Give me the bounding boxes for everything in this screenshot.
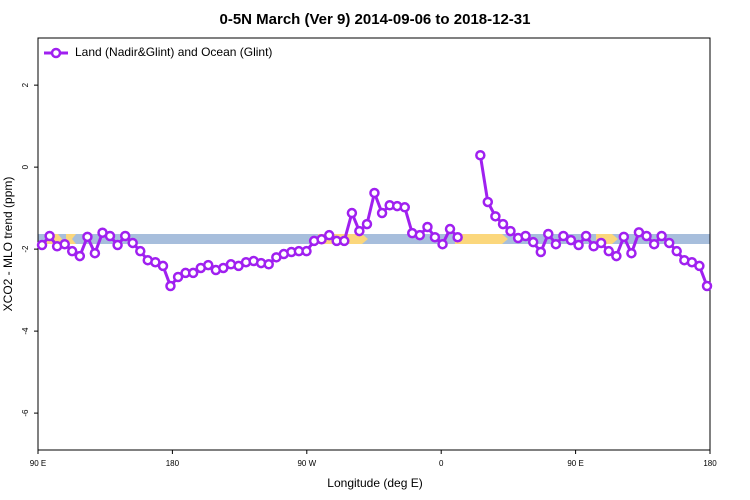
data-point (527, 236, 539, 248)
data-point (202, 259, 214, 271)
data-point (543, 228, 554, 240)
data-point (339, 235, 350, 247)
data-point (595, 237, 607, 249)
data-point (535, 246, 547, 258)
data-point (376, 207, 388, 219)
data-point (565, 234, 577, 246)
data-point (663, 237, 675, 249)
y-tick-label: 0 (21, 164, 30, 169)
data-point (497, 218, 509, 230)
data-point (369, 187, 380, 199)
data-point (580, 230, 592, 242)
y-tick-label: -6 (21, 409, 30, 417)
data-point (422, 221, 433, 233)
data-point (399, 202, 411, 213)
data-point (59, 238, 70, 250)
land-band (455, 234, 508, 244)
chart-title: 0-5N March (Ver 9) 2014-09-06 to 2018-12… (219, 11, 530, 28)
data-point (626, 247, 637, 259)
data-point (301, 245, 312, 257)
data-point (316, 234, 327, 245)
data-point (648, 238, 660, 250)
data-point (346, 207, 358, 219)
ocean-band (38, 234, 710, 244)
data-point (550, 238, 562, 250)
data-point (323, 229, 335, 241)
data-point (354, 225, 365, 237)
data-point (611, 250, 622, 262)
legend-label: Land (Nadir&Glint) and Ocean (Glint) (75, 45, 272, 59)
data-point (671, 245, 682, 257)
series-line (40, 155, 709, 289)
land-ocean-band (38, 234, 710, 244)
data-point (172, 271, 184, 283)
data-point (112, 239, 123, 251)
data-point (74, 250, 86, 262)
x-tick-label: 0 (439, 459, 444, 468)
y-tick-label: -4 (21, 327, 30, 335)
data-point (36, 239, 48, 251)
x-tick-label: 90 E (30, 459, 46, 468)
data-point (157, 260, 169, 272)
data-point (44, 230, 55, 242)
data-point (263, 259, 274, 270)
x-axis-label: Longitude (deg E) (327, 476, 422, 490)
data-point (437, 238, 448, 250)
data-point (414, 229, 426, 241)
y-tick-label: 2 (21, 82, 30, 87)
y-axis-label: XCO2 - MLO trend (ppm) (1, 177, 15, 312)
data-point (618, 231, 630, 243)
data-point (165, 280, 176, 292)
data-point (82, 231, 93, 243)
data-point (701, 280, 713, 292)
data-point (66, 245, 78, 257)
data-point (104, 230, 116, 242)
y-tick-label: -2 (21, 245, 30, 253)
data-point (429, 231, 441, 243)
data-point (505, 225, 516, 237)
data-point (135, 245, 146, 257)
data-point (444, 223, 456, 235)
data-point (520, 230, 531, 242)
data-point (127, 237, 138, 249)
x-tick-label: 90 W (297, 459, 316, 468)
data-point (482, 196, 494, 208)
legend-marker (50, 47, 62, 59)
data-point (475, 149, 486, 161)
x-tick-label: 180 (166, 459, 180, 468)
data-point (573, 239, 584, 251)
data-point (361, 218, 373, 230)
x-tick-label: 90 E (567, 459, 583, 468)
data-point (452, 231, 463, 243)
data-point (558, 230, 569, 242)
data-point (694, 260, 705, 272)
data-point (490, 211, 501, 222)
data-point (656, 230, 667, 242)
data-point (119, 230, 131, 242)
x-tick-label: 180 (703, 459, 717, 468)
data-point (641, 230, 652, 242)
data-point (603, 245, 615, 257)
data-point (89, 247, 101, 259)
data-point (187, 267, 199, 279)
